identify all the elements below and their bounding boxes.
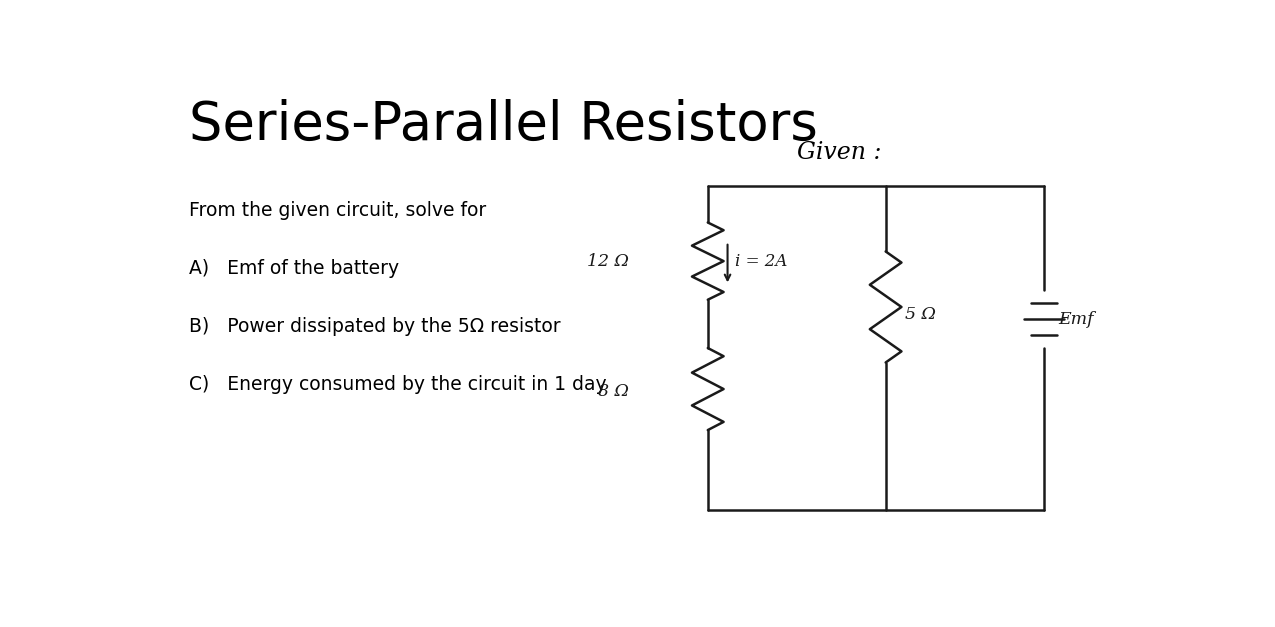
Text: C)   Energy consumed by the circuit in 1 day: C) Energy consumed by the circuit in 1 d… <box>189 375 607 394</box>
Text: Given :: Given : <box>797 141 881 164</box>
Text: B)   Power dissipated by the 5Ω resistor: B) Power dissipated by the 5Ω resistor <box>189 317 561 336</box>
Text: A)   Emf of the battery: A) Emf of the battery <box>189 259 399 278</box>
Text: 8 Ω: 8 Ω <box>598 383 629 400</box>
Text: Series-Parallel Resistors: Series-Parallel Resistors <box>189 99 817 151</box>
Text: Emf: Emf <box>1058 310 1094 327</box>
Text: From the given circuit, solve for: From the given circuit, solve for <box>189 201 486 220</box>
Text: 12 Ω: 12 Ω <box>586 253 629 270</box>
Text: 5 Ω: 5 Ω <box>905 306 936 323</box>
Text: i = 2A: i = 2A <box>736 253 788 270</box>
